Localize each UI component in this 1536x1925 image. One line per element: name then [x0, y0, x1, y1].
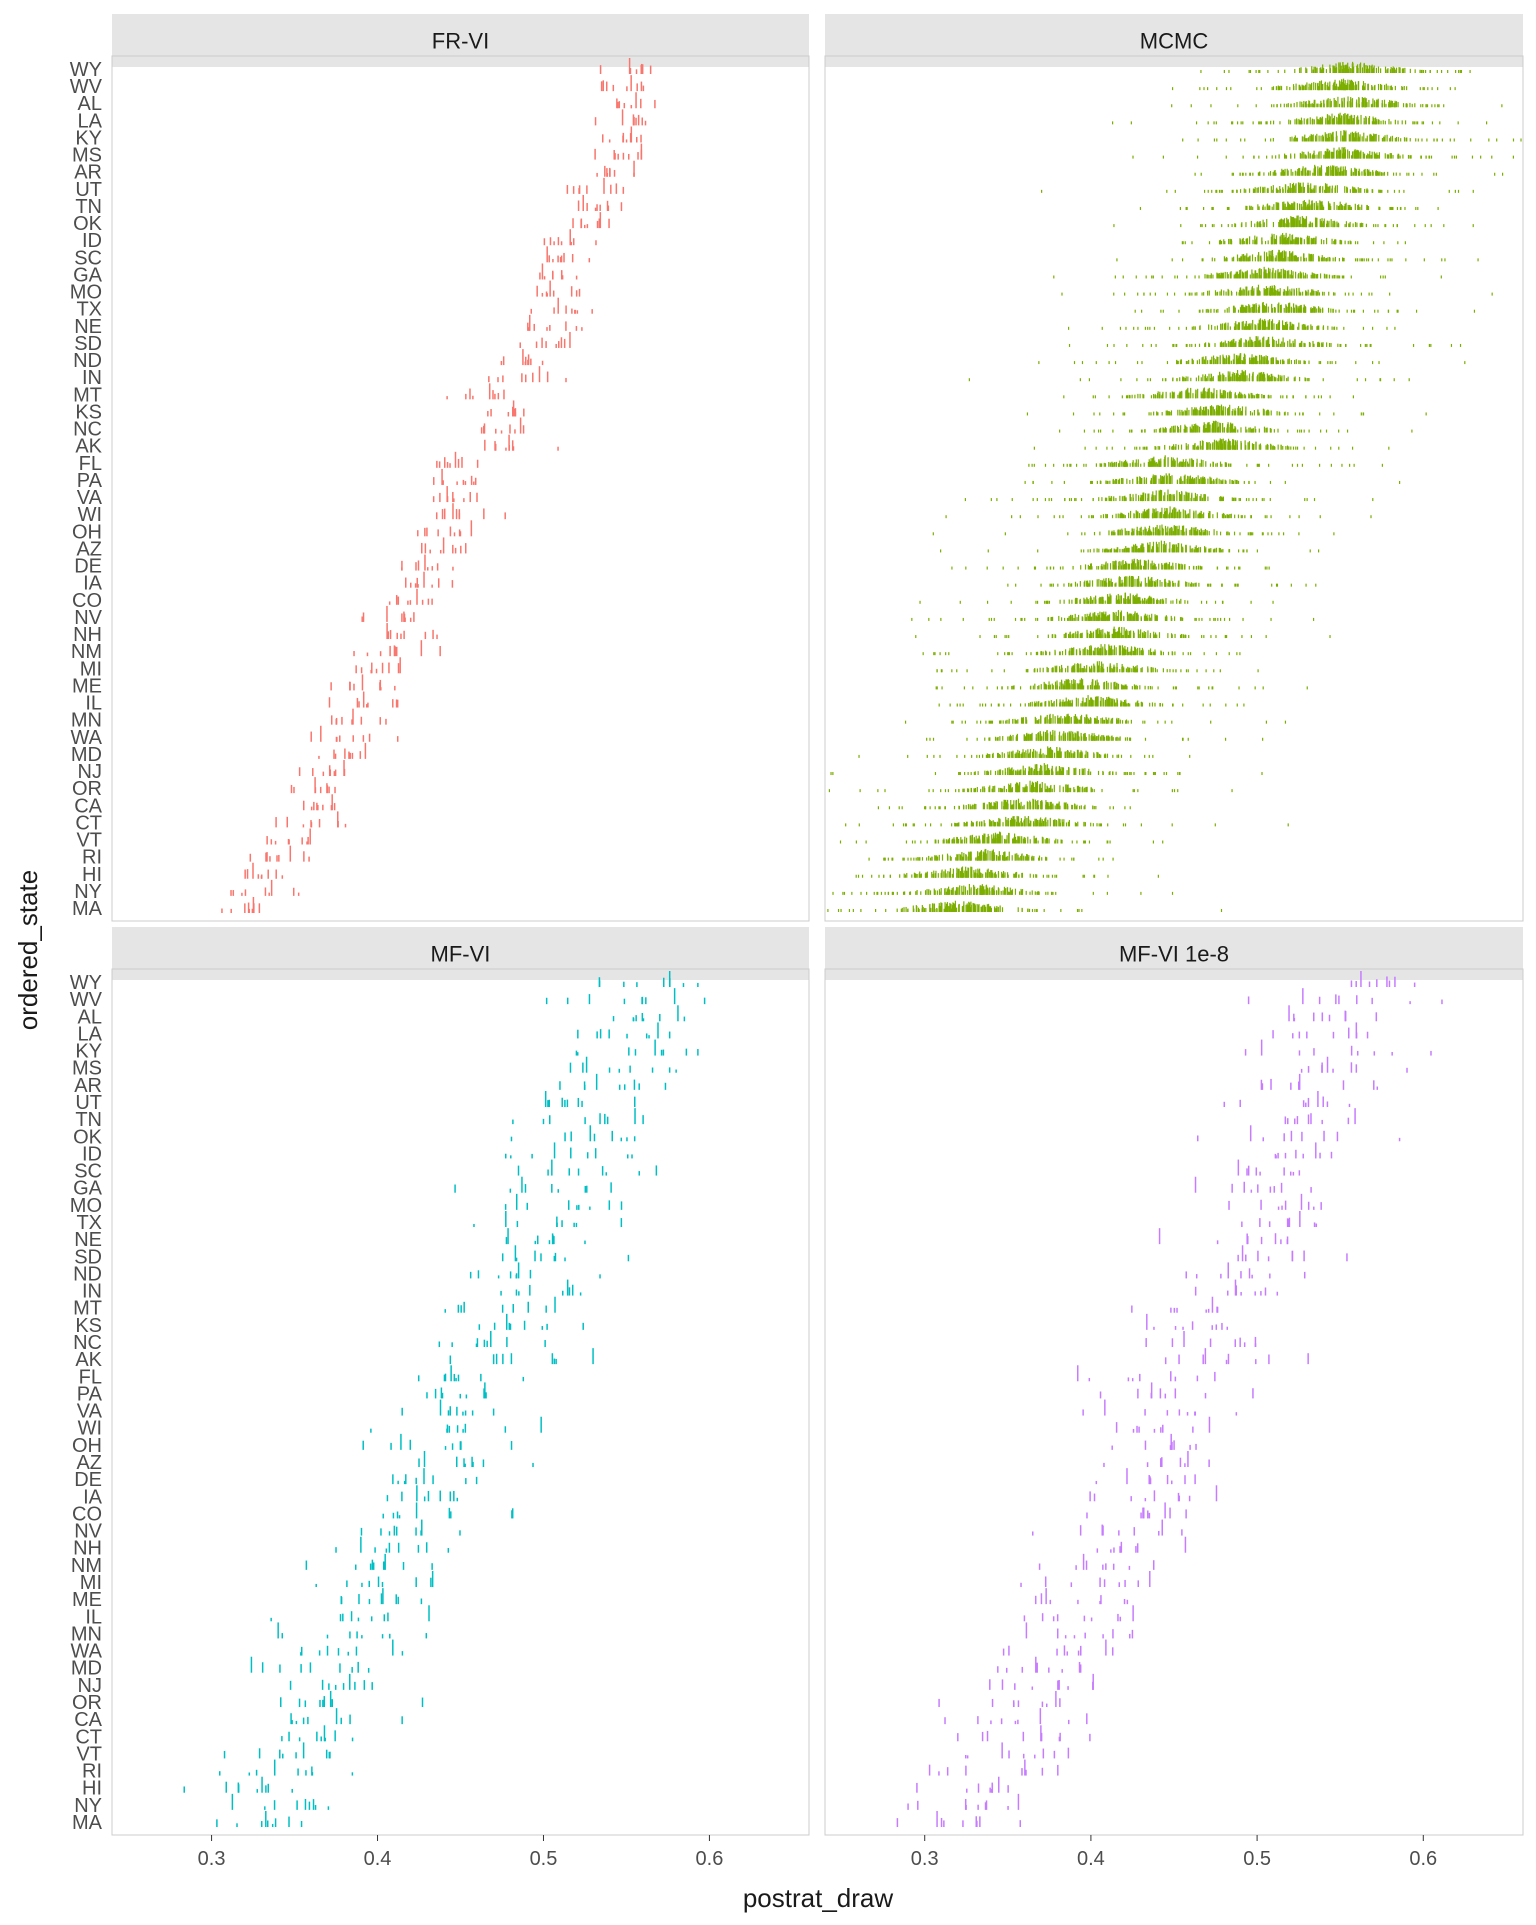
state-draws — [537, 281, 579, 297]
state-draws — [1172, 96, 1502, 107]
state-draws — [329, 692, 397, 708]
state-draws — [579, 195, 622, 211]
state-draws — [969, 370, 1409, 381]
state-draws — [1062, 285, 1492, 296]
state-draws — [617, 92, 655, 108]
state-draws — [946, 506, 1371, 518]
state-draws — [595, 144, 641, 160]
state-draws — [356, 657, 400, 673]
state-draws — [1113, 113, 1487, 125]
state-draws — [276, 811, 345, 827]
state-draws — [1064, 387, 1354, 398]
y-tick-label: MA — [72, 898, 103, 920]
state-draws — [489, 366, 566, 382]
state-draws — [1182, 233, 1405, 244]
state-draws — [231, 880, 299, 896]
state-draws — [941, 541, 1319, 553]
state-draws — [387, 623, 437, 639]
state-draws — [1027, 405, 1426, 416]
state-draws — [485, 435, 558, 451]
state-draws — [1054, 267, 1441, 279]
state-draws — [332, 709, 386, 725]
state-draws — [300, 760, 345, 776]
state-draws — [1117, 250, 1478, 262]
state-draws — [406, 572, 453, 588]
state-draws — [437, 452, 478, 468]
state-draws — [437, 503, 505, 519]
state-draws — [304, 794, 335, 810]
state-draws — [965, 489, 1372, 501]
state-draws — [488, 400, 524, 416]
state-draws — [331, 674, 395, 690]
state-draws — [1025, 473, 1399, 484]
state-draws — [1140, 200, 1438, 210]
state-draws — [245, 863, 282, 879]
state-draws — [567, 178, 623, 194]
state-draws — [528, 315, 582, 331]
state-draws — [1069, 318, 1395, 330]
state-draws — [482, 418, 524, 434]
state-draws — [1183, 130, 1521, 141]
state-draws — [319, 743, 365, 759]
state-draws — [547, 246, 589, 262]
state-draws — [1034, 438, 1388, 449]
state-draws — [311, 726, 398, 742]
state-draws — [447, 383, 504, 399]
state-draws — [1173, 79, 1456, 90]
panel-title: MCMC — [1140, 29, 1209, 54]
panel-fr-vi: FR-VIWYWVALLAKYMSARUTTNOKIDSCGAMOTXNESDN… — [70, 14, 809, 921]
state-draws — [291, 777, 335, 793]
state-draws — [362, 606, 414, 622]
state-draws — [544, 229, 596, 245]
state-draws — [602, 75, 644, 91]
state-draws — [422, 537, 466, 553]
state-draws — [1060, 421, 1412, 433]
state-draws — [952, 559, 1269, 570]
panel-title: FR-VI — [432, 29, 489, 54]
state-draws — [1133, 147, 1513, 159]
state-draws — [920, 593, 1273, 604]
state-draws — [520, 332, 570, 348]
state-draws — [596, 109, 646, 125]
state-draws — [1135, 302, 1474, 313]
state-draws — [1070, 336, 1461, 347]
panel-frame — [112, 56, 809, 921]
state-draws — [434, 469, 476, 485]
state-draws — [1008, 576, 1316, 587]
state-draws — [1042, 182, 1474, 193]
state-draws — [597, 161, 634, 177]
state-draws — [354, 640, 440, 656]
state-draws — [267, 829, 310, 845]
state-draws — [1029, 455, 1382, 467]
state-draws — [390, 589, 432, 605]
state-draws — [222, 897, 259, 913]
state-draws — [531, 298, 592, 314]
state-draws — [933, 525, 1334, 536]
state-draws — [434, 486, 477, 502]
state-draws — [1039, 353, 1465, 364]
state-draws — [418, 520, 472, 536]
state-draws — [540, 263, 577, 279]
state-draws — [402, 555, 453, 571]
state-draws — [501, 349, 542, 365]
state-draws — [573, 212, 609, 228]
state-draws — [250, 846, 309, 862]
panel-mcmc: MCMC — [825, 14, 1523, 921]
state-draws — [603, 126, 641, 142]
state-draws — [1195, 165, 1502, 176]
state-draws — [1114, 215, 1473, 227]
